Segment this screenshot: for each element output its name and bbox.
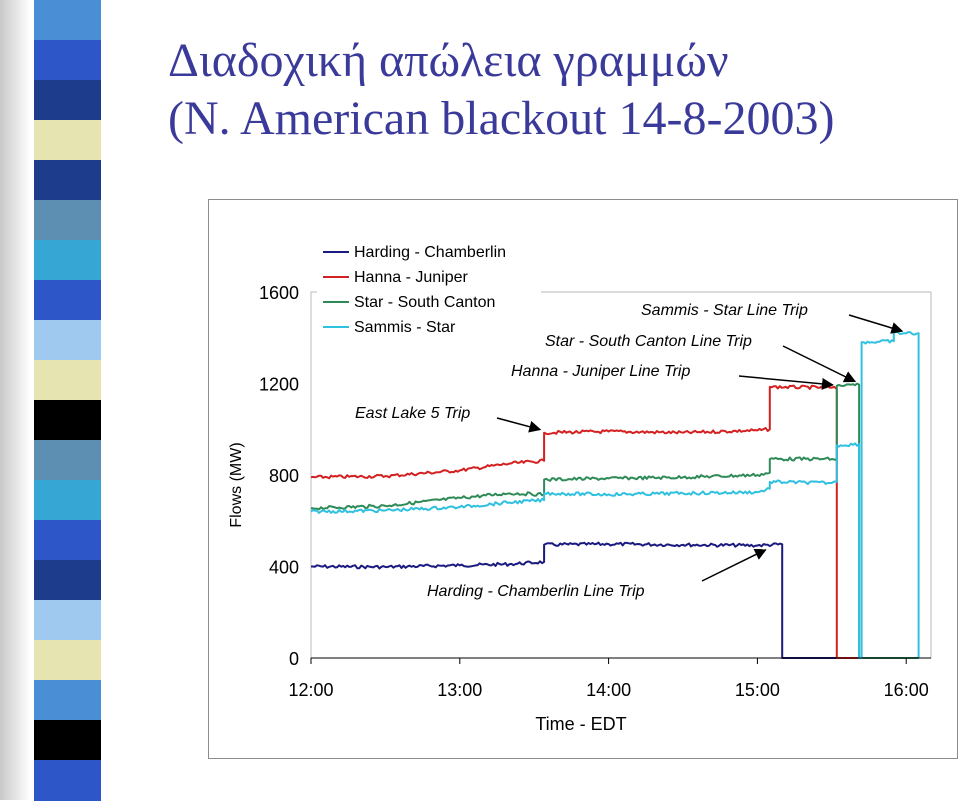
annotation-arrow bbox=[496, 417, 542, 433]
strip-band bbox=[34, 40, 101, 81]
annotation-label: Sammis - Star Line Trip bbox=[641, 302, 808, 319]
strip-band bbox=[34, 520, 101, 561]
annotations: East Lake 5 Trip Hanna - Juniper Line Tri… bbox=[355, 302, 904, 600]
y-axis-title: Flows (MW) bbox=[228, 442, 245, 527]
strip-band bbox=[34, 680, 101, 721]
x-tick-label: 12:00 bbox=[288, 680, 333, 700]
strip-band bbox=[34, 480, 101, 521]
x-tick-label: 13:00 bbox=[437, 680, 482, 700]
annotation-arrow bbox=[738, 375, 834, 390]
annotation-label: Star - South Canton Line Trip bbox=[545, 333, 752, 350]
annotation-label: East Lake 5 Trip bbox=[355, 405, 470, 422]
strip-band bbox=[34, 400, 101, 441]
y-tick-label: 0 bbox=[289, 649, 299, 669]
series-lines bbox=[310, 330, 920, 659]
strip-shade bbox=[0, 0, 30, 800]
x-axis-title: Time - EDT bbox=[535, 714, 626, 734]
strip-band bbox=[34, 600, 101, 641]
strip-band bbox=[34, 280, 101, 321]
annotation-arrow bbox=[782, 345, 857, 383]
strip-band bbox=[34, 720, 101, 761]
annotation-label: Hanna - Juniper Line Trip bbox=[511, 363, 690, 380]
strip-band bbox=[34, 640, 101, 681]
strip-band bbox=[34, 440, 101, 481]
series-line bbox=[310, 384, 919, 659]
annotation-arrow bbox=[848, 314, 904, 334]
annotation-label: Harding - Chamberlin Line Trip bbox=[427, 583, 645, 600]
y-tick-label: 1600 bbox=[259, 283, 299, 303]
y-tick-label: 1200 bbox=[259, 375, 299, 395]
legend: Harding - Chamberlin Hanna - Juniper Star … bbox=[317, 241, 541, 345]
legend-label: Sammis - Star bbox=[354, 319, 456, 336]
decorative-strip bbox=[0, 0, 118, 801]
legend-label: Harding - Chamberlin bbox=[354, 244, 506, 261]
x-tick-label: 16:00 bbox=[884, 680, 929, 700]
line-chart: 12:00 13:00 14:00 15:00 16:00 0 400 800 1200 1600… bbox=[228, 241, 932, 734]
series-line bbox=[310, 330, 920, 659]
slide-title-line1: Διαδοχική απώλεια γραμμών bbox=[168, 34, 729, 87]
slide-title-line2: (N. American blackout 14-8-2003) bbox=[168, 92, 835, 145]
legend-label: Hanna - Juniper bbox=[354, 269, 469, 286]
strip-band bbox=[34, 760, 101, 801]
strip-band bbox=[34, 320, 101, 361]
y-tick-label: 400 bbox=[269, 558, 299, 578]
x-tick-label: 14:00 bbox=[586, 680, 631, 700]
strip-band bbox=[34, 120, 101, 161]
y-tick-label: 800 bbox=[269, 466, 299, 486]
strip-band bbox=[34, 560, 101, 601]
x-tick-label: 15:00 bbox=[735, 680, 780, 700]
strip-band bbox=[34, 160, 101, 201]
strip-band bbox=[34, 360, 101, 401]
series-line bbox=[310, 382, 919, 659]
strip-band bbox=[34, 200, 101, 241]
legend-box bbox=[317, 241, 541, 345]
chart-frame: 12:00 13:00 14:00 15:00 16:00 0 400 800 1200 1600… bbox=[208, 199, 958, 759]
legend-label: Star - South Canton bbox=[354, 294, 495, 311]
axes: 12:00 13:00 14:00 15:00 16:00 0 400 800 1200 1600… bbox=[228, 283, 931, 734]
strip-band bbox=[34, 0, 101, 41]
strip-band bbox=[34, 80, 101, 121]
series-line bbox=[311, 541, 919, 659]
annotation-arrow bbox=[701, 548, 767, 582]
strip-band bbox=[34, 240, 101, 281]
slide-title: Διαδοχική απώλεια γραμμών (N. American b… bbox=[168, 32, 834, 148]
